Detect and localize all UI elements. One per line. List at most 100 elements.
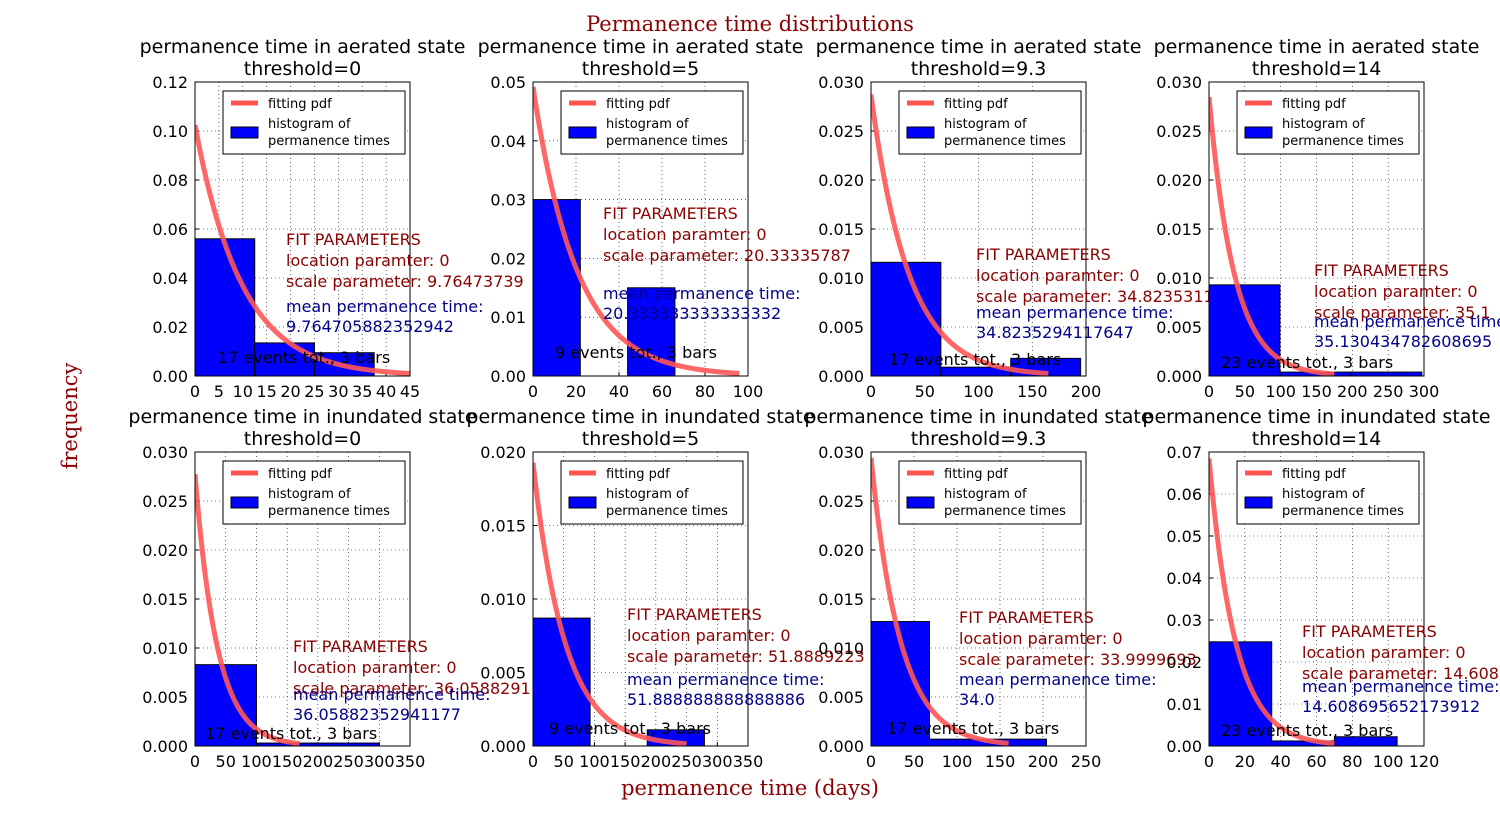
fit-scale-parameter: scale parameter: 14.608 xyxy=(1302,664,1499,683)
y-tick-label: 0.06 xyxy=(152,220,188,239)
subplot-5: 0 50 100 150 200 250 300 350 0.000 0.005 0.010 0.01… xyxy=(128,406,530,771)
x-tick-label: 150 xyxy=(272,752,303,771)
y-tick-label: 0.020 xyxy=(818,541,864,560)
legend-label-histogram-2: permanence times xyxy=(1282,134,1404,149)
y-tick-label: 0.015 xyxy=(818,590,864,609)
mean-permanence-label: mean permanence time: xyxy=(627,670,825,689)
y-tick-label: 0.01 xyxy=(1166,695,1202,714)
events-count: 23 events tot., 3 bars xyxy=(1221,721,1393,740)
y-tick-label: 0.010 xyxy=(480,590,526,609)
subplot-title: permanence time in aerated state xyxy=(478,36,804,58)
y-tick-label: 0.020 xyxy=(818,171,864,190)
events-count: 17 events tot., 3 bars xyxy=(889,350,1061,369)
x-tick-label: 25 xyxy=(304,382,324,401)
x-tick-label: 100 xyxy=(1265,382,1296,401)
legend-label-histogram: histogram of xyxy=(1282,117,1365,132)
x-tick-label: 20 xyxy=(280,382,300,401)
x-tick-label: 150 xyxy=(985,752,1016,771)
x-tick-label: 40 xyxy=(376,382,396,401)
legend-label-histogram-2: permanence times xyxy=(944,504,1066,519)
y-tick-label: 0.000 xyxy=(480,737,526,756)
axes-frame xyxy=(194,81,411,377)
x-tick-label: 80 xyxy=(1342,752,1362,771)
events-count: 9 events tot., 3 bars xyxy=(549,719,711,738)
subplot-title: permanence time in aerated state xyxy=(140,36,466,58)
legend-label-histogram-2: permanence times xyxy=(606,134,728,149)
legend-label-histogram-2: permanence times xyxy=(1282,504,1404,519)
legend-label-fitting-pdf: fitting pdf xyxy=(1282,97,1346,112)
legend-box xyxy=(222,90,406,155)
plot-area xyxy=(871,94,1082,376)
subplot-title: permanence time in inundated state xyxy=(466,406,814,428)
x-tick-label: 150 xyxy=(610,752,641,771)
legend-label-histogram: histogram of xyxy=(1282,487,1365,502)
axes-frame xyxy=(194,451,411,747)
y-tick-label: 0.04 xyxy=(152,269,188,288)
subplot-subtitle: threshold=14 xyxy=(1252,428,1382,450)
y-tick-label: 0.015 xyxy=(1156,220,1202,239)
legend-label-fitting-pdf: fitting pdf xyxy=(944,97,1008,112)
y-tick-label: 0.015 xyxy=(480,517,526,536)
x-tick-label: 50 xyxy=(554,752,574,771)
axes-frame xyxy=(870,81,1087,377)
subplot-7: 0 50 100 150 200 250 0.000 0.005 0.010 0.015 0.020… xyxy=(804,406,1196,771)
legend-label-histogram: histogram of xyxy=(606,117,689,132)
subplot-8: 0 20 40 60 80 100 120 0.00 0.01 0.02 0.03 0.04 0.05 0… xyxy=(1142,406,1499,771)
mean-permanence-value: 34.0 xyxy=(959,690,995,709)
x-tick-label: 100 xyxy=(579,752,610,771)
subplot-title: permanence time in aerated state xyxy=(816,36,1142,58)
histogram-bar xyxy=(1350,371,1423,376)
fit-location-parameter: location paramter: 0 xyxy=(976,266,1140,285)
y-tick-label: 0.06 xyxy=(1166,485,1202,504)
mean-permanence-value: 35.130434782608695 xyxy=(1314,332,1492,351)
axes-frame xyxy=(1208,81,1425,377)
y-tick-label: 0.030 xyxy=(142,443,188,462)
y-tick-label: 0.03 xyxy=(1166,611,1202,630)
fit-location-parameter: location paramter: 0 xyxy=(603,225,767,244)
legend-label-histogram: histogram of xyxy=(268,117,351,132)
legend-label-fitting-pdf: fitting pdf xyxy=(268,97,332,112)
x-tick-label: 50 xyxy=(904,752,924,771)
x-tick-label: 20 xyxy=(1235,752,1255,771)
legend-label-fitting-pdf: fitting pdf xyxy=(268,467,332,482)
legend-bar-swatch xyxy=(1244,126,1273,139)
mean-permanence-value: 36.05882352941177 xyxy=(293,705,461,724)
x-tick-label: 250 xyxy=(1373,382,1404,401)
histogram-bar xyxy=(195,238,256,376)
legend-label-fitting-pdf: fitting pdf xyxy=(606,97,670,112)
mean-permanence-label: mean permanence time: xyxy=(1314,312,1500,331)
legend-label-histogram: histogram of xyxy=(268,487,351,502)
y-tick-label: 0.04 xyxy=(1166,569,1202,588)
plot-area xyxy=(195,124,410,376)
mean-permanence-label: mean permanence time: xyxy=(959,670,1157,689)
y-tick-label: 0.025 xyxy=(1156,122,1202,141)
axes-frame xyxy=(532,451,749,747)
y-tick-label: 0.02 xyxy=(1166,653,1202,672)
x-tick-label: 100 xyxy=(733,382,764,401)
y-tick-label: 0.025 xyxy=(818,122,864,141)
x-tick-label: 200 xyxy=(641,752,672,771)
mean-permanence-value: 51.888888888888886 xyxy=(627,690,805,709)
fitting-pdf-line xyxy=(871,94,1049,376)
y-tick-label: 0.030 xyxy=(818,73,864,92)
axes-frame xyxy=(1208,451,1425,747)
fit-scale-parameter: scale parameter: 35.1 xyxy=(1314,303,1491,322)
subplot-3: 0 50 100 150 200 0.000 0.005 0.010 0.015 0.020 0.0… xyxy=(816,36,1214,401)
fitting-pdf-line xyxy=(533,86,740,376)
plot-area xyxy=(533,462,705,746)
x-tick-label: 200 xyxy=(303,752,334,771)
fitting-pdf-line xyxy=(195,124,410,376)
subplot-subtitle: threshold=14 xyxy=(1252,58,1382,80)
mean-permanence-value: 9.764705882352942 xyxy=(286,317,454,336)
y-tick-label: 0.005 xyxy=(818,688,864,707)
mean-permanence-label: mean permanence time: xyxy=(603,284,801,303)
plot-area xyxy=(533,86,740,376)
plot-area xyxy=(1209,458,1398,746)
x-tick-label: 5 xyxy=(214,382,224,401)
x-tick-label: 100 xyxy=(942,752,973,771)
fit-location-parameter: location paramter: 0 xyxy=(959,629,1123,648)
fit-parameters-header: FIT PARAMETERS xyxy=(286,230,421,249)
x-tick-label: 0 xyxy=(190,752,200,771)
x-tick-label: 150 xyxy=(1017,382,1048,401)
